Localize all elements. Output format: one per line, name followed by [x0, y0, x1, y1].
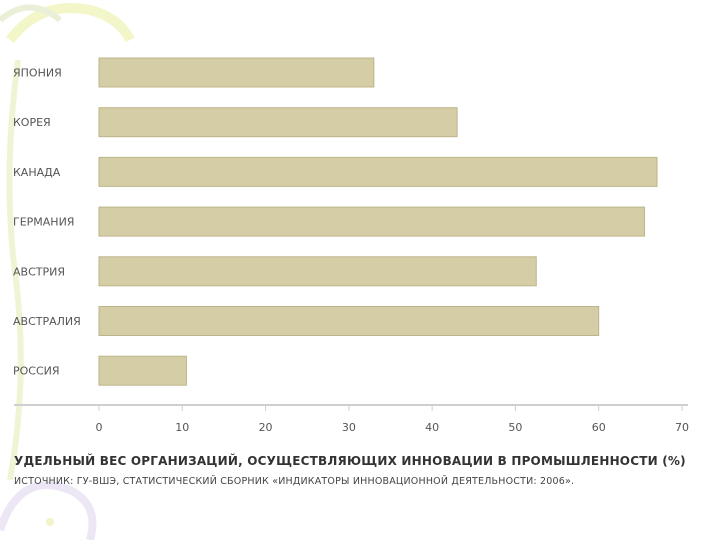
x-tick-label-6: 60	[592, 421, 606, 434]
category-label-2: КАНАДА	[13, 166, 61, 179]
bar-3	[98, 206, 646, 237]
category-label-6: РОССИЯ	[13, 365, 60, 378]
x-tick-label-5: 50	[508, 421, 522, 434]
chart-title: УДЕЛЬНЫЙ ВЕС ОРГАНИЗАЦИЙ, ОСУЩЕСТВЛЯЮЩИХ…	[14, 454, 686, 468]
category-label-4: АВСТРИЯ	[13, 265, 65, 278]
x-tick-label-1: 10	[175, 421, 189, 434]
category-label-1: КОРЕЯ	[13, 116, 51, 129]
x-tick-label-2: 20	[259, 421, 273, 434]
bar-5	[98, 306, 600, 336]
x-axis-ticks: 0 10 20 30 40 50 60 70	[96, 405, 689, 434]
bar-4	[98, 256, 537, 287]
x-tick-label-7: 70	[675, 421, 689, 434]
bars	[98, 57, 658, 386]
category-label-3: ГЕРМАНИЯ	[13, 216, 74, 229]
x-tick-label-0: 0	[96, 421, 103, 434]
bar-chart: ЯПОНИЯ КОРЕЯ КАНАДА ГЕРМАНИЯ АВСТРИЯ АВСТРАЛИ…	[13, 57, 689, 434]
chart-source: ИСТОЧНИК: ГУ-ВШЭ, СТАТИСТИЧЕСКИЙ СБОРНИК…	[14, 476, 575, 487]
category-label-0: ЯПОНИЯ	[13, 67, 62, 80]
x-tick-label-4: 40	[425, 421, 439, 434]
category-label-5: АВСТРАЛИЯ	[13, 315, 81, 328]
bar-2	[98, 156, 658, 187]
category-labels: ЯПОНИЯ КОРЕЯ КАНАДА ГЕРМАНИЯ АВСТРИЯ АВСТРАЛИ…	[13, 67, 81, 378]
bar-1	[98, 107, 458, 138]
x-tick-label-3: 30	[342, 421, 356, 434]
bar-0	[98, 57, 375, 88]
bar-6	[98, 355, 187, 386]
